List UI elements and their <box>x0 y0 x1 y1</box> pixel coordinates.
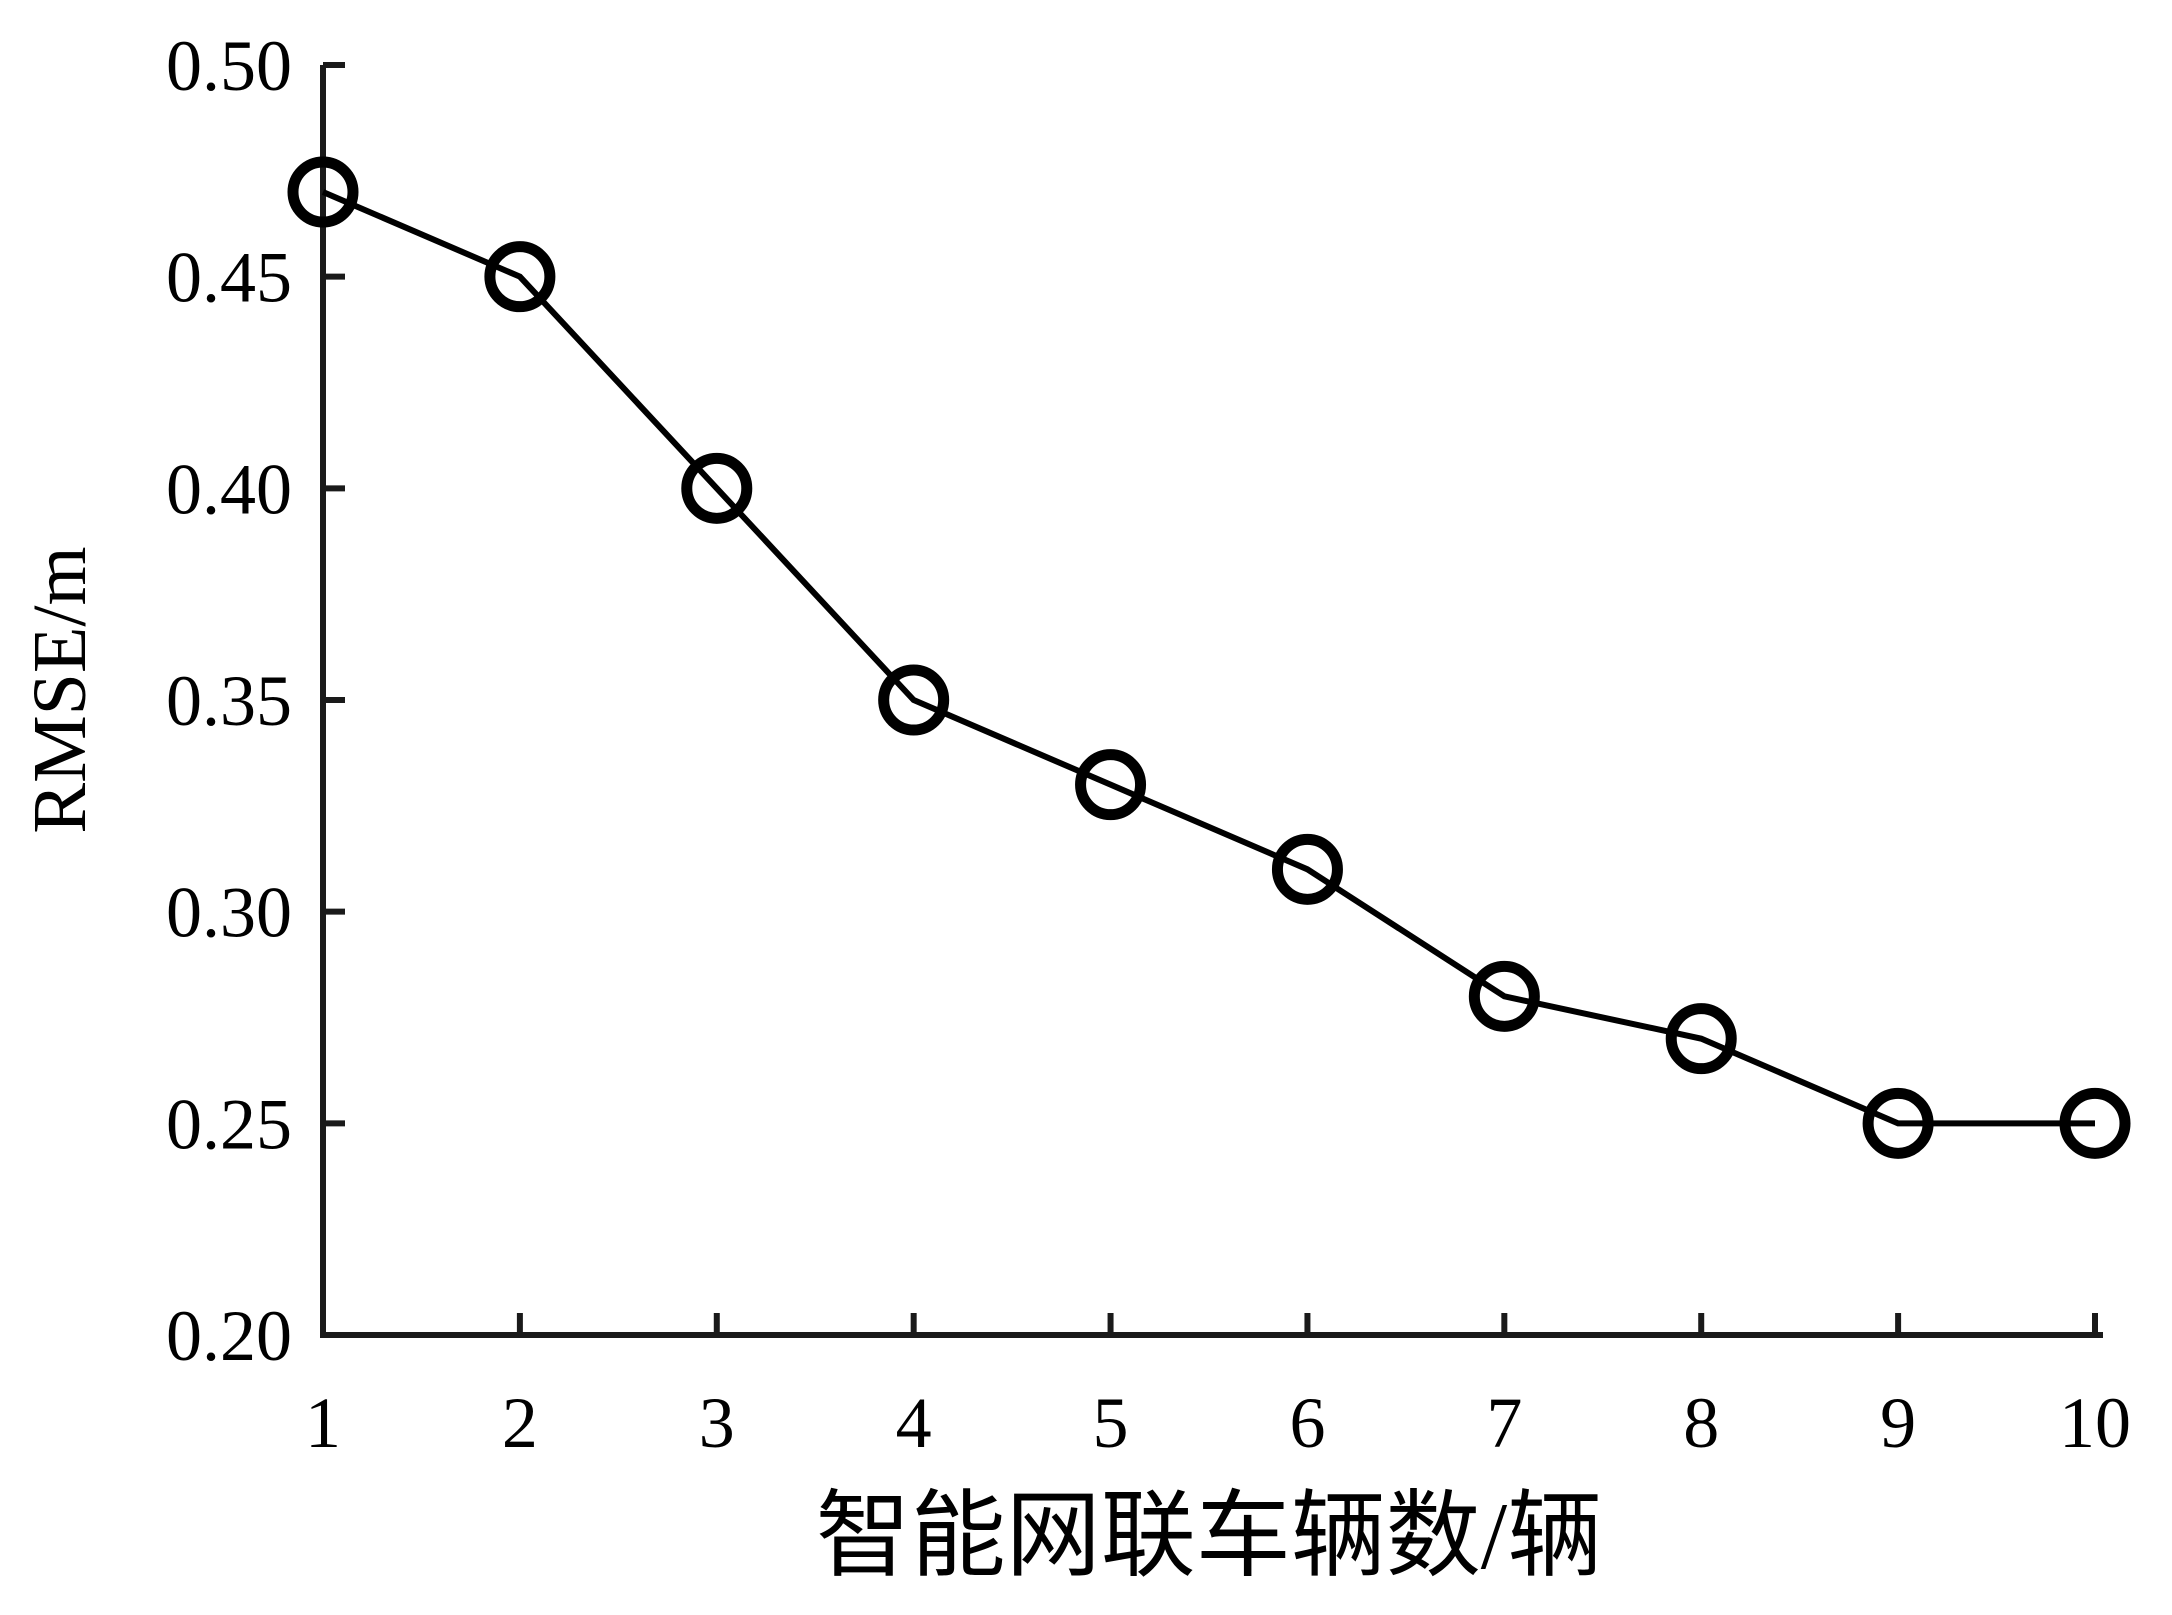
data-point-marker <box>2059 1087 2131 1159</box>
data-line <box>321 189 2095 1127</box>
data-point-marker <box>1271 833 1343 905</box>
x-tick-label: 9 <box>1880 1383 1916 1463</box>
y-axis-title: RMSE/m <box>18 546 102 833</box>
y-tick-label: 0.35 <box>166 661 292 741</box>
y-axis-ticks <box>323 62 345 1338</box>
y-tick-label: 0.30 <box>166 873 292 953</box>
data-point-marker <box>287 156 359 228</box>
x-tick-label: 3 <box>699 1383 735 1463</box>
x-axis-tick-labels: 1 2 3 4 5 6 7 8 9 10 <box>305 1383 2131 1463</box>
data-point-marker <box>1862 1087 1934 1159</box>
x-tick-label: 4 <box>896 1383 932 1463</box>
x-tick-label: 10 <box>2059 1383 2131 1463</box>
x-tick-label: 1 <box>305 1383 341 1463</box>
x-tick-label: 7 <box>1486 1383 1522 1463</box>
y-tick-label: 0.50 <box>166 26 292 106</box>
x-tick-label: 2 <box>502 1383 538 1463</box>
y-axis-tick-labels: 0.20 0.25 0.30 0.35 0.40 0.45 0.50 <box>166 26 292 1376</box>
x-tick-label: 8 <box>1683 1383 1719 1463</box>
data-point-marker <box>1665 1003 1737 1075</box>
x-axis-title: 智能网联车辆数/辆 <box>816 1483 1602 1589</box>
data-point-marker <box>878 664 950 736</box>
y-tick-label: 0.45 <box>166 238 292 318</box>
x-tick-label: 6 <box>1289 1383 1325 1463</box>
data-point-marker <box>484 241 556 313</box>
x-axis-ticks <box>320 1313 2098 1335</box>
data-points <box>287 156 2131 1159</box>
data-point-marker <box>1075 749 1147 821</box>
y-tick-label: 0.40 <box>166 449 292 529</box>
y-tick-label: 0.25 <box>166 1084 292 1164</box>
data-point-marker <box>1468 960 1540 1032</box>
y-tick-label: 0.20 <box>166 1296 292 1376</box>
axes <box>320 65 2103 1338</box>
x-tick-label: 5 <box>1093 1383 1129 1463</box>
data-point-marker <box>681 452 753 524</box>
